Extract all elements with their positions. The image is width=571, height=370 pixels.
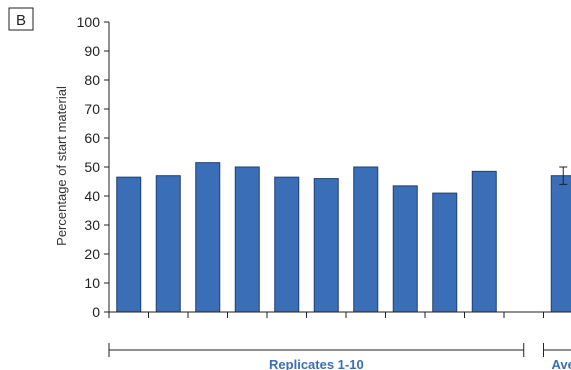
bars-group (116, 162, 571, 313)
bar (550, 175, 571, 313)
y-tick-label: 90 (84, 43, 100, 59)
y-tick-label: 70 (84, 101, 100, 117)
bar (234, 166, 260, 313)
y-tick-label: 30 (84, 217, 100, 233)
y-tick-label: 50 (84, 159, 100, 175)
bar (353, 166, 379, 313)
bar (432, 192, 458, 313)
bar (116, 176, 142, 313)
y-tick-label: 40 (84, 188, 100, 204)
bar (313, 178, 339, 313)
y-tick-label: 10 (84, 275, 100, 291)
panel-label: B (16, 12, 26, 29)
panel-label-box (8, 7, 34, 31)
y-tick-label: 60 (84, 130, 100, 146)
bar (471, 170, 497, 313)
bar (274, 176, 300, 313)
bar (392, 185, 418, 313)
group-label: Replicates 1-10 (269, 357, 364, 370)
bar (195, 162, 221, 313)
group-label: Average (552, 357, 571, 370)
group-brackets: Replicates 1-10 Average (108, 343, 571, 370)
bar (155, 175, 181, 313)
y-tick-label: 80 (84, 72, 100, 88)
y-tick-label: 0 (92, 304, 100, 320)
y-axis: 0 10 20 30 40 50 60 70 80 90 100 (77, 14, 110, 320)
y-axis-title: Percentage of start material (54, 86, 69, 246)
x-axis (108, 311, 571, 318)
y-tick-label: 20 (84, 246, 100, 262)
y-tick-label: 100 (77, 14, 101, 30)
